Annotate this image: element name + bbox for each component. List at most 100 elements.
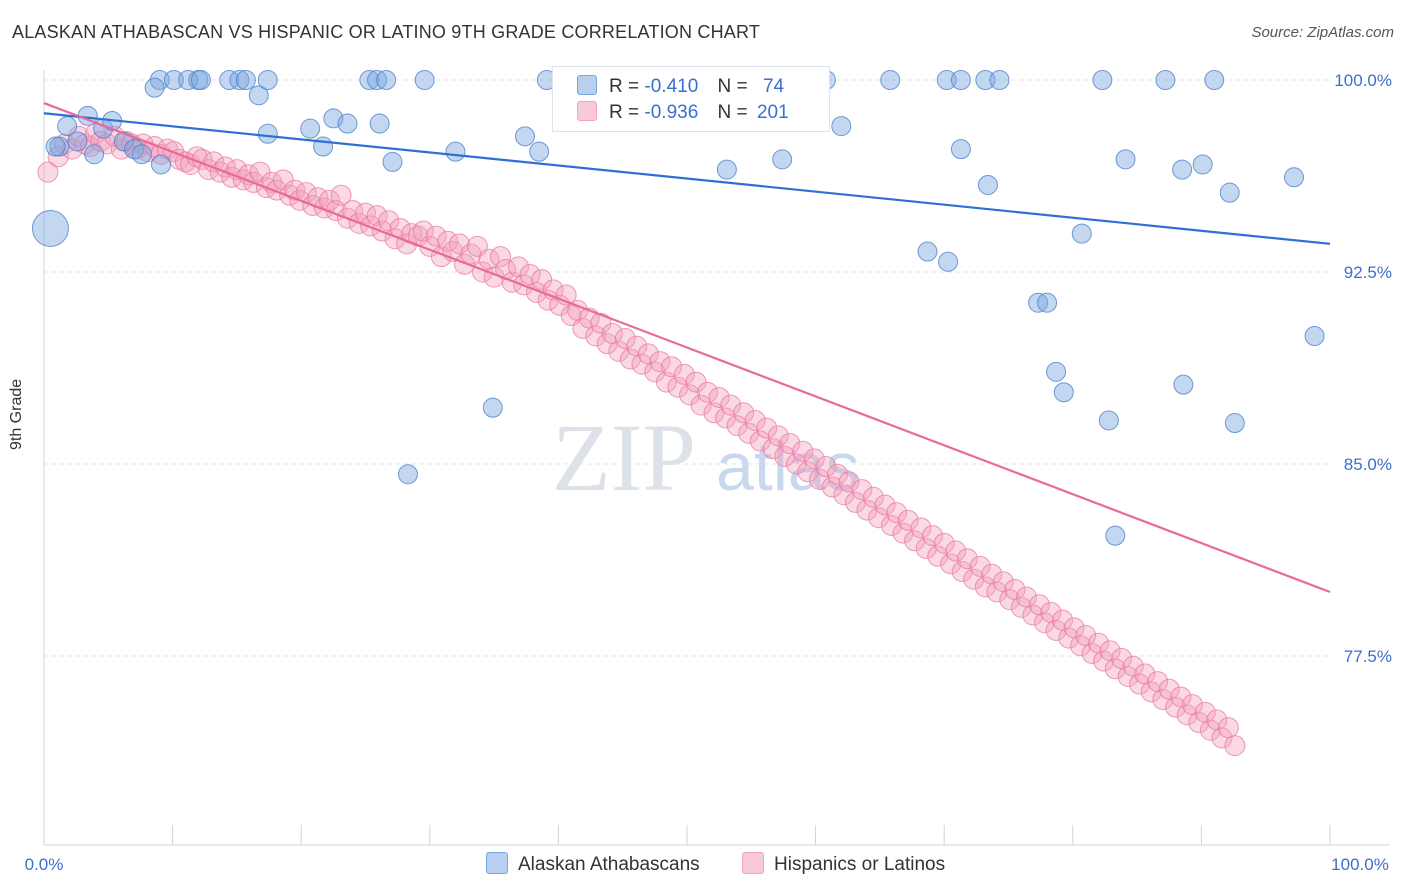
hispanic-point bbox=[1165, 696, 1187, 718]
hispanic-point bbox=[862, 486, 884, 508]
hispanic-point bbox=[425, 225, 447, 247]
hispanic-point bbox=[1045, 619, 1067, 641]
hispanic-point bbox=[720, 394, 742, 416]
hispanic-point bbox=[667, 376, 689, 398]
trend-lines bbox=[43, 102, 1331, 594]
hispanic-point bbox=[1224, 735, 1246, 757]
hispanic-point bbox=[1088, 632, 1110, 654]
hispanic-point bbox=[956, 548, 978, 570]
n-label: N = bbox=[717, 102, 748, 123]
n-value: 74 bbox=[762, 76, 785, 97]
athabascan-point bbox=[257, 70, 278, 90]
athabascan-point bbox=[514, 126, 535, 147]
athabascan-point bbox=[772, 149, 793, 170]
hispanic-point bbox=[744, 409, 766, 431]
hispanic-point bbox=[749, 430, 771, 452]
hispanic-point bbox=[933, 532, 955, 554]
hispanic-point bbox=[774, 445, 796, 467]
athabascan-point bbox=[880, 70, 901, 90]
n-label: N = bbox=[717, 76, 748, 97]
n-value: 201 bbox=[756, 102, 789, 123]
hispanic-point bbox=[826, 463, 848, 485]
hispanic-point bbox=[738, 422, 760, 444]
athabascan-point bbox=[31, 209, 69, 247]
hispanic-point bbox=[851, 479, 873, 501]
hispanic-point bbox=[767, 425, 789, 447]
hispanic-point bbox=[619, 348, 641, 370]
watermark-zip: ZIP bbox=[552, 404, 696, 511]
legend-label: Alaskan Athabascans bbox=[518, 854, 700, 875]
hispanic-point bbox=[1058, 627, 1080, 649]
legend-item-athabascan[interactable]: Alaskan Athabascans bbox=[486, 852, 700, 878]
athabascan-point bbox=[235, 70, 256, 90]
hispanic-point bbox=[915, 537, 937, 559]
hispanic-point bbox=[1081, 642, 1103, 664]
hispanic-point bbox=[945, 540, 967, 562]
athabascan-point bbox=[1046, 361, 1067, 382]
hispanic-point bbox=[856, 499, 878, 521]
athabascan-point bbox=[936, 70, 957, 90]
hispanic-point bbox=[708, 386, 730, 408]
hispanic-point bbox=[1194, 701, 1216, 723]
hispanic-point bbox=[904, 530, 926, 552]
hispanic-point bbox=[661, 356, 683, 378]
athabascan-point bbox=[1224, 413, 1245, 434]
hispanic-point bbox=[360, 215, 382, 237]
y-tick-label: 77.5% bbox=[1344, 647, 1392, 666]
athabascan-point bbox=[989, 70, 1010, 90]
athabascan-point bbox=[300, 118, 321, 139]
hispanic-point bbox=[1104, 658, 1126, 680]
athabascan-point bbox=[1204, 70, 1225, 90]
athabascan-point bbox=[482, 397, 503, 418]
hispanic-point bbox=[537, 289, 559, 311]
hispanic-point bbox=[1147, 671, 1169, 693]
hispanic-point bbox=[1217, 717, 1239, 739]
hispanic-point bbox=[1152, 689, 1174, 711]
athabascan-point bbox=[131, 144, 152, 165]
y-tick-label: 92.5% bbox=[1344, 263, 1392, 282]
athabascan-point bbox=[67, 131, 88, 152]
athabascan-point bbox=[950, 139, 971, 160]
hispanic-point bbox=[1010, 596, 1032, 618]
athabascan-point bbox=[716, 159, 737, 180]
athabascan-trend-line bbox=[43, 112, 1331, 245]
athabascan-point bbox=[1037, 292, 1058, 313]
hispanic-point bbox=[951, 561, 973, 583]
athabascan-point bbox=[950, 70, 971, 90]
hispanic-point bbox=[715, 407, 737, 429]
hispanic-point bbox=[490, 246, 512, 268]
hispanic-point bbox=[1117, 665, 1139, 687]
athabascan-point bbox=[1092, 70, 1113, 90]
x-tick-label: 100.0% bbox=[1331, 855, 1389, 874]
athabascan-point bbox=[190, 70, 211, 90]
legend-item-hispanic[interactable]: Hispanics or Latinos bbox=[742, 852, 945, 878]
hispanic-point bbox=[585, 325, 607, 347]
hispanic-point bbox=[572, 317, 594, 339]
hispanic-point bbox=[981, 563, 1003, 585]
athabascan-point bbox=[45, 136, 66, 157]
hispanic-point bbox=[1034, 612, 1056, 634]
hispanic-point bbox=[318, 189, 340, 211]
hispanic-point bbox=[762, 438, 784, 460]
hispanic-point bbox=[880, 514, 902, 536]
hispanic-point bbox=[969, 555, 991, 577]
hispanic-point bbox=[690, 394, 712, 416]
athabascan-point bbox=[229, 70, 250, 90]
blue-swatch bbox=[577, 75, 597, 95]
hispanic-point bbox=[892, 522, 914, 544]
athabascan-point bbox=[163, 70, 184, 90]
athabascan-point bbox=[151, 154, 172, 175]
athabascan-point bbox=[369, 113, 390, 134]
hispanic-point bbox=[37, 161, 59, 183]
athabascan-point bbox=[917, 241, 938, 262]
y-tick-label: 100.0% bbox=[1334, 71, 1392, 90]
hispanic-point bbox=[874, 494, 896, 516]
athabascan-point bbox=[257, 123, 278, 144]
athabascan-point bbox=[975, 70, 996, 90]
athabascan-point bbox=[144, 77, 165, 98]
hispanic-point bbox=[1099, 640, 1121, 662]
athabascan-point bbox=[337, 113, 358, 134]
pink-swatch bbox=[577, 101, 597, 121]
hispanic-point bbox=[756, 417, 778, 439]
